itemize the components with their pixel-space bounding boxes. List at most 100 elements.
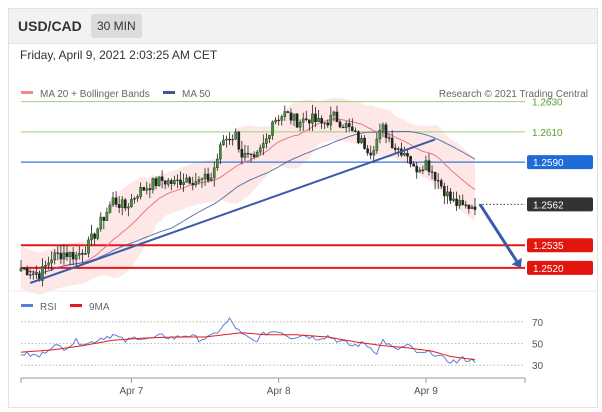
candle-up xyxy=(74,254,78,260)
candle-down xyxy=(22,267,26,270)
candle-up xyxy=(145,188,149,191)
candle-down xyxy=(393,147,397,150)
candle-down xyxy=(304,118,308,120)
candle-down xyxy=(93,233,96,239)
candle-down xyxy=(123,199,127,209)
candle-down xyxy=(35,273,38,275)
legend-label-ma20: MA 20 + Bollinger Bands xyxy=(40,89,150,100)
rsi-tick-label: 50 xyxy=(532,340,544,351)
candle-down xyxy=(412,163,415,167)
x-tick-label: Apr 8 xyxy=(267,386,291,397)
chart-header: USD/CAD 30 MIN xyxy=(9,9,597,44)
candle-down xyxy=(363,137,366,149)
candle-up xyxy=(301,118,305,123)
candle-up xyxy=(68,252,72,257)
support-label: 1.2535 xyxy=(533,241,564,252)
candle-up xyxy=(381,124,385,131)
candle-down xyxy=(71,252,75,260)
candle-down xyxy=(191,183,195,186)
legend-swatch-ma50 xyxy=(163,91,175,94)
resistance-tag xyxy=(527,155,593,170)
candle-down xyxy=(25,268,29,276)
candle-up xyxy=(375,138,379,151)
chart-datetime: Friday, April 9, 2021 2:03:25 AM CET xyxy=(20,48,218,62)
candle-down xyxy=(228,138,231,141)
candle-down xyxy=(335,111,339,123)
candle-up xyxy=(194,181,198,186)
candle-up xyxy=(90,233,93,241)
candle-up xyxy=(173,179,176,184)
candle-down xyxy=(188,177,192,184)
candle-up xyxy=(255,151,259,158)
x-tick-label: Apr 7 xyxy=(119,386,143,397)
symbol-label: USD/CAD xyxy=(18,18,82,34)
candle-up xyxy=(84,253,87,255)
candle-up xyxy=(19,267,23,272)
candle-up xyxy=(185,177,188,183)
candle-down xyxy=(246,153,250,155)
candle-down xyxy=(314,113,317,123)
candle-up xyxy=(41,266,44,281)
candle-up xyxy=(44,265,47,267)
candle-up xyxy=(176,179,179,181)
legend-swatch-rsi xyxy=(21,304,33,307)
support-label: 1.2520 xyxy=(533,264,564,275)
candle-down xyxy=(449,191,452,201)
candle-down xyxy=(160,176,164,181)
candle-up xyxy=(53,252,57,261)
candle-down xyxy=(467,204,471,209)
candle-down xyxy=(366,148,369,154)
candle-down xyxy=(163,180,167,185)
candle-down xyxy=(277,119,280,122)
candle-up xyxy=(151,178,155,191)
candle-down xyxy=(154,178,158,186)
candle-up xyxy=(50,259,53,264)
candle-up xyxy=(216,158,219,169)
candle-down xyxy=(308,119,311,124)
candle-down xyxy=(170,180,173,184)
current-price-tag xyxy=(527,197,593,212)
candle-up xyxy=(111,197,115,206)
candle-down xyxy=(390,137,394,149)
candle-up xyxy=(209,177,213,181)
candle-down xyxy=(81,253,84,255)
candle-down xyxy=(65,252,69,257)
target-label: 1.2630 xyxy=(532,98,563,109)
candle-up xyxy=(283,111,287,117)
candle-up xyxy=(403,153,406,156)
candle-down xyxy=(461,200,465,206)
current-price-label: 1.2562 xyxy=(533,200,564,211)
candle-up xyxy=(458,200,461,206)
candle-down xyxy=(421,169,425,171)
candle-up xyxy=(31,273,35,275)
timeframe-button[interactable]: 30 MIN xyxy=(91,14,142,38)
candle-down xyxy=(409,156,412,165)
candle-up xyxy=(157,176,161,186)
legend-label-ma50: MA 50 xyxy=(182,89,211,100)
candle-down xyxy=(387,137,391,139)
candle-up xyxy=(47,262,50,266)
candle-up xyxy=(372,150,376,156)
candle-up xyxy=(424,160,428,171)
candle-up xyxy=(99,216,103,230)
candle-down xyxy=(179,179,182,185)
candle-up xyxy=(329,114,333,126)
candle-up xyxy=(446,191,449,197)
candle-up xyxy=(378,129,382,140)
forecast-arrow-shaft xyxy=(478,203,518,262)
candle-up xyxy=(298,122,302,128)
bollinger-band xyxy=(21,97,475,295)
candle-up xyxy=(332,111,336,116)
chart-canvas: MA 20 + Bollinger Bands MA 50 Research © 2… xyxy=(9,89,597,397)
candle-down xyxy=(439,180,443,187)
candle-up xyxy=(280,116,284,121)
candle-up xyxy=(212,167,216,179)
candle-down xyxy=(59,252,63,260)
candle-down xyxy=(369,152,373,156)
candle-down xyxy=(252,154,256,158)
candle-down xyxy=(338,121,342,128)
candle-up xyxy=(397,148,400,150)
ma20-line xyxy=(20,118,476,275)
candle-down xyxy=(354,130,357,132)
candle-down xyxy=(347,123,351,128)
